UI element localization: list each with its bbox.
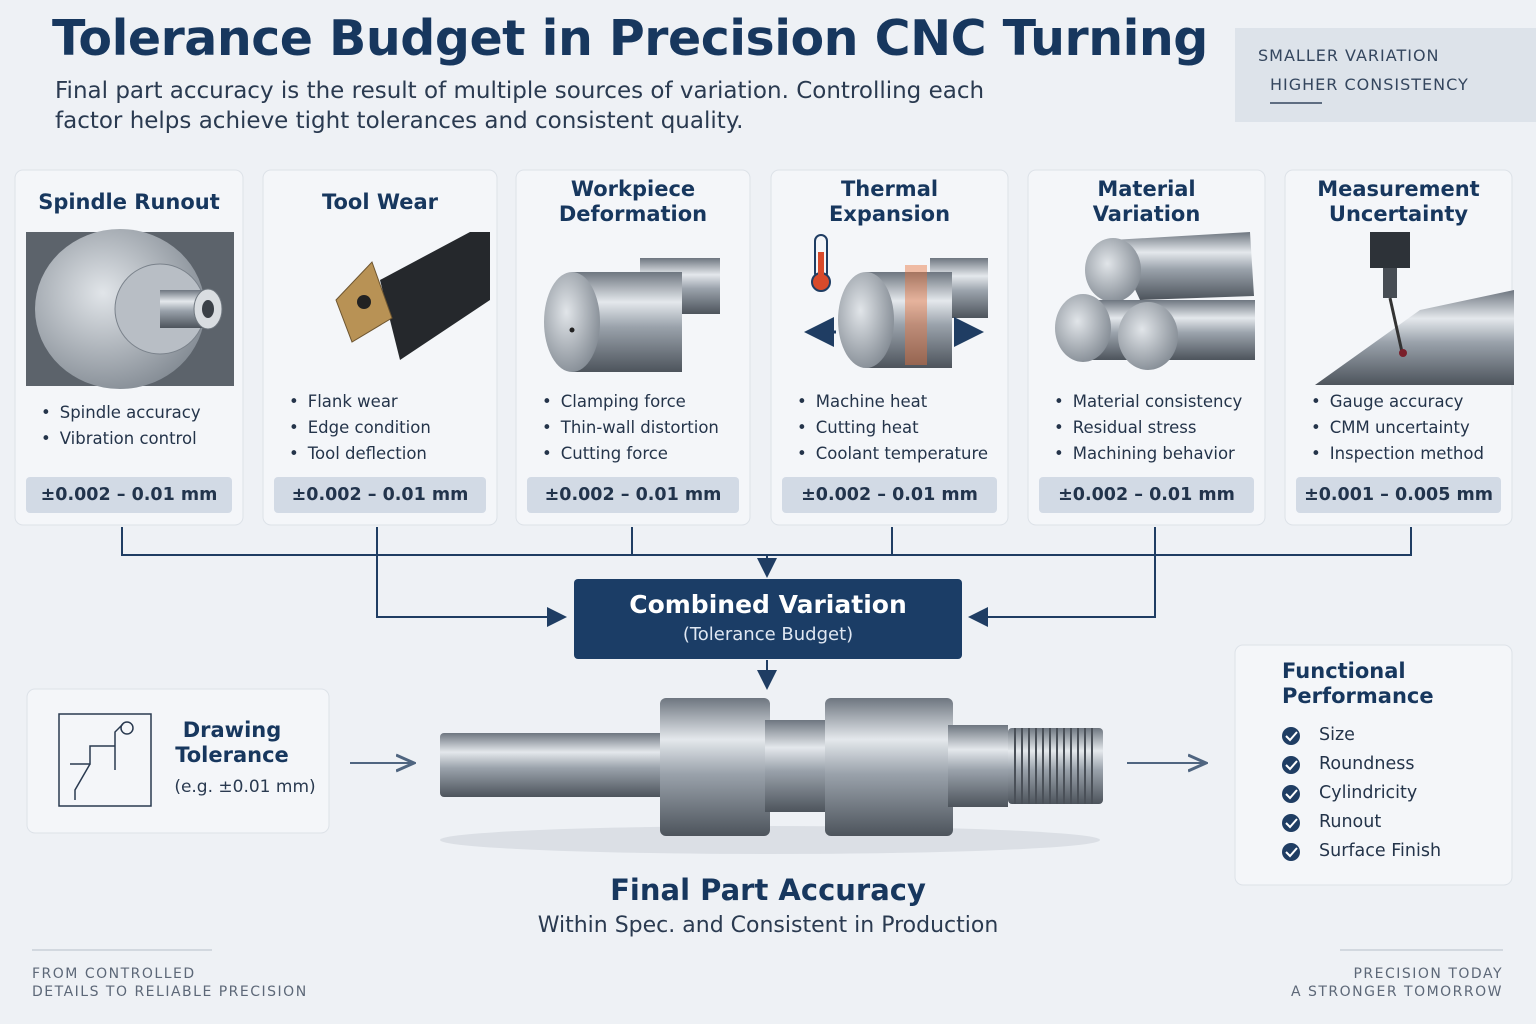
factor-bullet: Spindle accuracy	[41, 400, 201, 426]
check-icon	[1282, 727, 1300, 745]
check-mark	[1285, 847, 1298, 858]
factor-bullet: Flank wear	[289, 389, 398, 415]
factor-title: Spindle Runout	[38, 189, 220, 214]
check-mark	[1285, 789, 1298, 800]
check-icon	[1282, 785, 1300, 803]
functional-item: Cylindricity	[1319, 783, 1418, 803]
factor-range: ±0.002 – 0.01 mm	[274, 477, 486, 513]
factor-bullet: Residual stress	[1054, 415, 1197, 441]
combined-subtitle: (Tolerance Budget)	[682, 624, 854, 645]
factor-bullet: CMM uncertainty	[1311, 415, 1470, 441]
factor-bullet: Machine heat	[797, 389, 928, 415]
result-subtitle: Within Spec. and Consistent in Productio…	[537, 913, 999, 938]
result-title: Final Part Accuracy	[610, 873, 926, 907]
check-icon	[1282, 814, 1300, 832]
spindle-image	[26, 229, 234, 389]
footer-right: PRECISION TODAY	[1353, 966, 1503, 982]
badge-box	[1235, 28, 1536, 122]
check-icon	[1282, 756, 1300, 774]
factor-range: ±0.002 – 0.01 mm	[782, 477, 997, 513]
check-icon	[1282, 843, 1300, 861]
workpiece-image	[544, 258, 720, 372]
functional-item: Surface Finish	[1319, 841, 1442, 861]
factor-range: ±0.002 – 0.01 mm	[26, 477, 232, 513]
connectors	[121, 527, 1412, 690]
factor-bullet: Thin-wall distortion	[542, 415, 719, 441]
badge-text: HIGHER CONSISTENCY	[1270, 75, 1469, 94]
cards	[14, 169, 1513, 526]
factor-bullet: Vibration control	[41, 426, 197, 452]
factor-title: Material Variation	[1092, 177, 1201, 226]
factor-title: Measurement Uncertainty	[1317, 177, 1480, 226]
functional-item: Size	[1319, 725, 1355, 745]
factor-title: Tool Wear	[321, 189, 439, 214]
factor-title: Thermal Expansion	[828, 177, 951, 226]
check-mark	[1285, 760, 1298, 771]
combined-title: Combined Variation	[629, 590, 907, 619]
check-icons	[1282, 727, 1300, 861]
factor-range: ±0.001 – 0.005 mm	[1296, 477, 1501, 513]
badge-text: SMALLER VARIATION	[1258, 46, 1440, 65]
functional-title: Functional Performance	[1282, 659, 1434, 708]
functional-item: Runout	[1319, 812, 1382, 832]
factor-bullet: Tool deflection	[289, 441, 427, 467]
drawing-card	[26, 688, 330, 834]
drawing-icon	[58, 713, 152, 807]
factor-bullet: Cutting heat	[797, 415, 919, 441]
thermal-image	[804, 234, 988, 368]
title: Tolerance Budget in Precision CNC Turnin…	[52, 10, 1208, 67]
factor-bullet: Material consistency	[1054, 389, 1243, 415]
check-mark	[1285, 818, 1298, 829]
check-mark	[1285, 731, 1298, 742]
factor-bullet: Cutting force	[542, 441, 668, 467]
drawing-title: Drawing Tolerance	[175, 718, 289, 767]
factor-range: ±0.002 – 0.01 mm	[1039, 477, 1254, 513]
factor-range: ±0.002 – 0.01 mm	[527, 477, 739, 513]
material-image	[1055, 232, 1255, 370]
factor-bullet: Inspection method	[1311, 441, 1484, 467]
footer-left: DETAILS TO RELIABLE PRECISION	[32, 984, 308, 1000]
part-image	[440, 698, 1103, 854]
factor-bullet: Clamping force	[542, 389, 686, 415]
footer-right: A STRONGER TOMORROW	[1290, 984, 1503, 1000]
measurement-image	[1315, 232, 1514, 385]
factor-title: Workpiece Deformation	[558, 177, 708, 226]
combined-box	[574, 579, 962, 659]
subtitle: Final part accuracy is the result of mul…	[55, 78, 985, 134]
functional-card	[1234, 644, 1513, 886]
tool-image	[335, 232, 490, 360]
factor-bullet: Gauge accuracy	[1311, 389, 1464, 415]
factor-bullet: Edge condition	[289, 415, 431, 441]
footer-left: FROM CONTROLLED	[32, 966, 196, 982]
functional-item: Roundness	[1319, 754, 1415, 774]
factor-bullet: Coolant temperature	[797, 441, 988, 467]
drawing-note: (e.g. ±0.01 mm)	[174, 777, 316, 797]
factor-bullet: Machining behavior	[1054, 441, 1235, 467]
